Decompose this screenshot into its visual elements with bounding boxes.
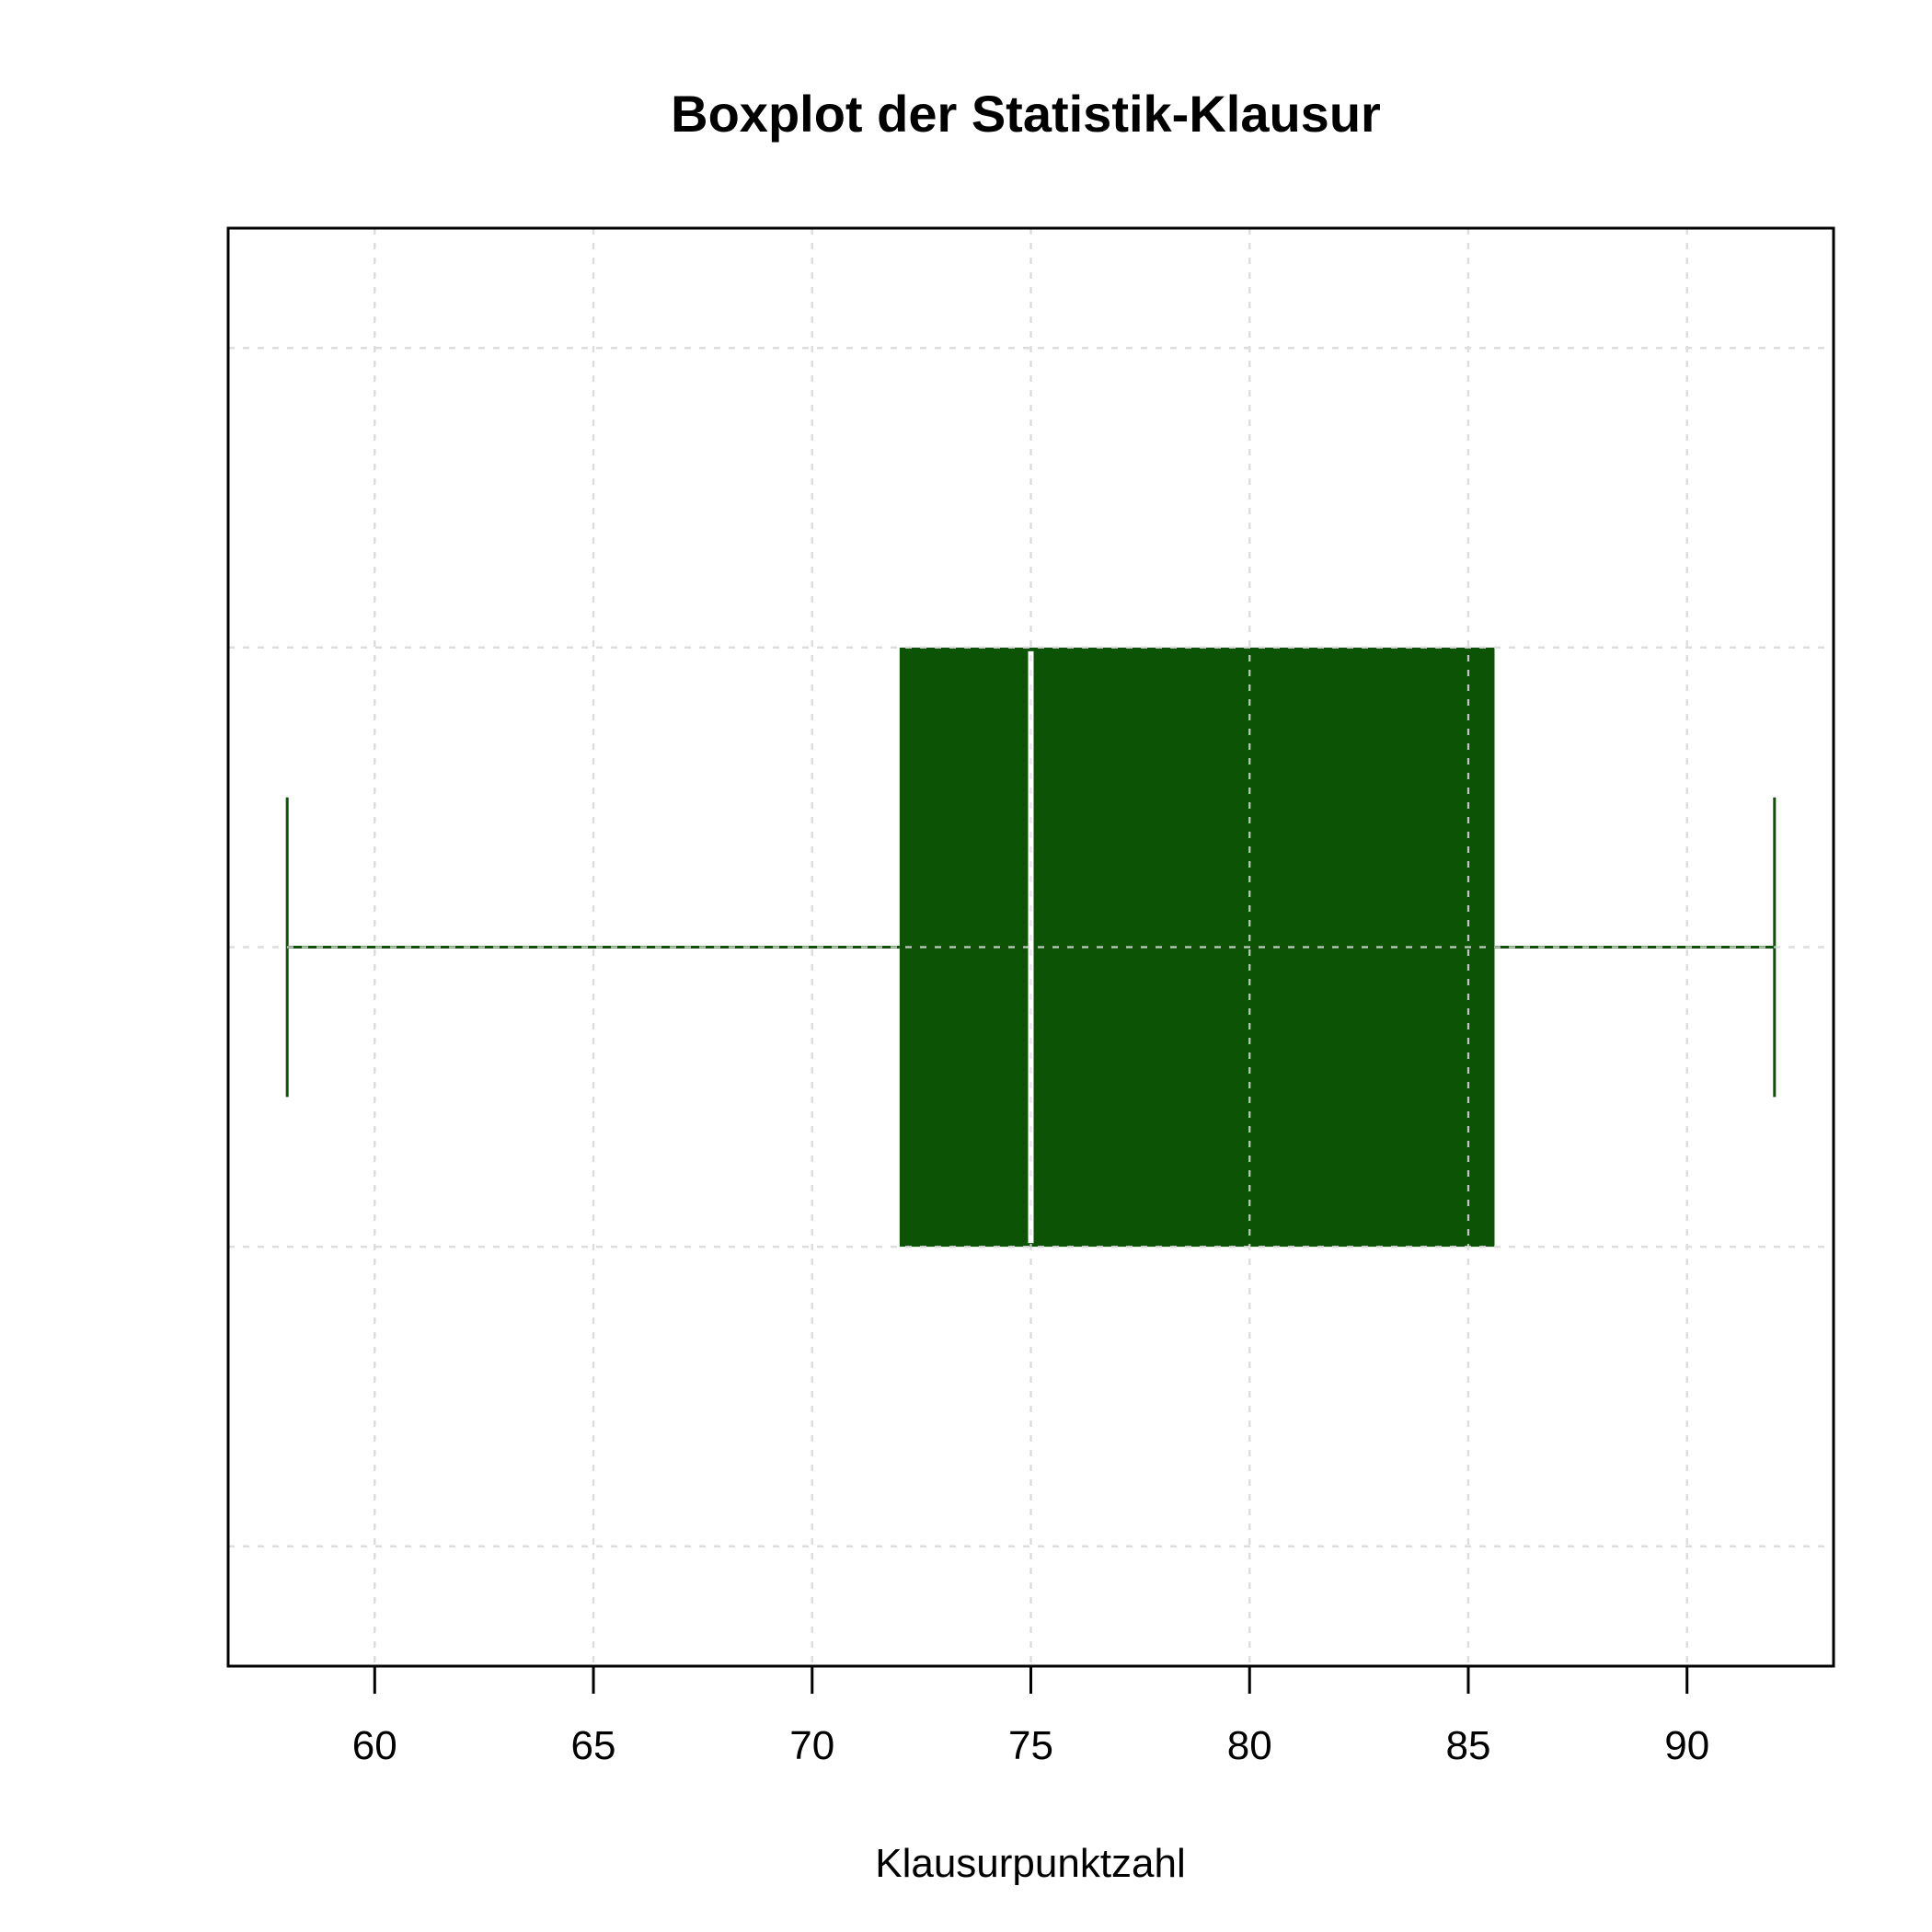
x-axis: 60 65 70 75 80 85 90 (352, 1666, 1709, 1768)
chart-title: Boxplot der Statistik-Klausur (671, 85, 1381, 143)
x-tick-label-65: 65 (571, 1723, 616, 1768)
box-iqr (899, 647, 1495, 1248)
x-tick-label-80: 80 (1227, 1723, 1272, 1768)
x-tick-label-85: 85 (1446, 1723, 1491, 1768)
x-tick-label-90: 90 (1664, 1723, 1709, 1768)
x-tick-label-60: 60 (352, 1723, 397, 1768)
x-tick-label-70: 70 (789, 1723, 834, 1768)
x-tick-label-75: 75 (1008, 1723, 1053, 1768)
x-axis-label: Klausurpunktzahl (875, 1841, 1186, 1886)
grid-overlay (228, 228, 1834, 1666)
